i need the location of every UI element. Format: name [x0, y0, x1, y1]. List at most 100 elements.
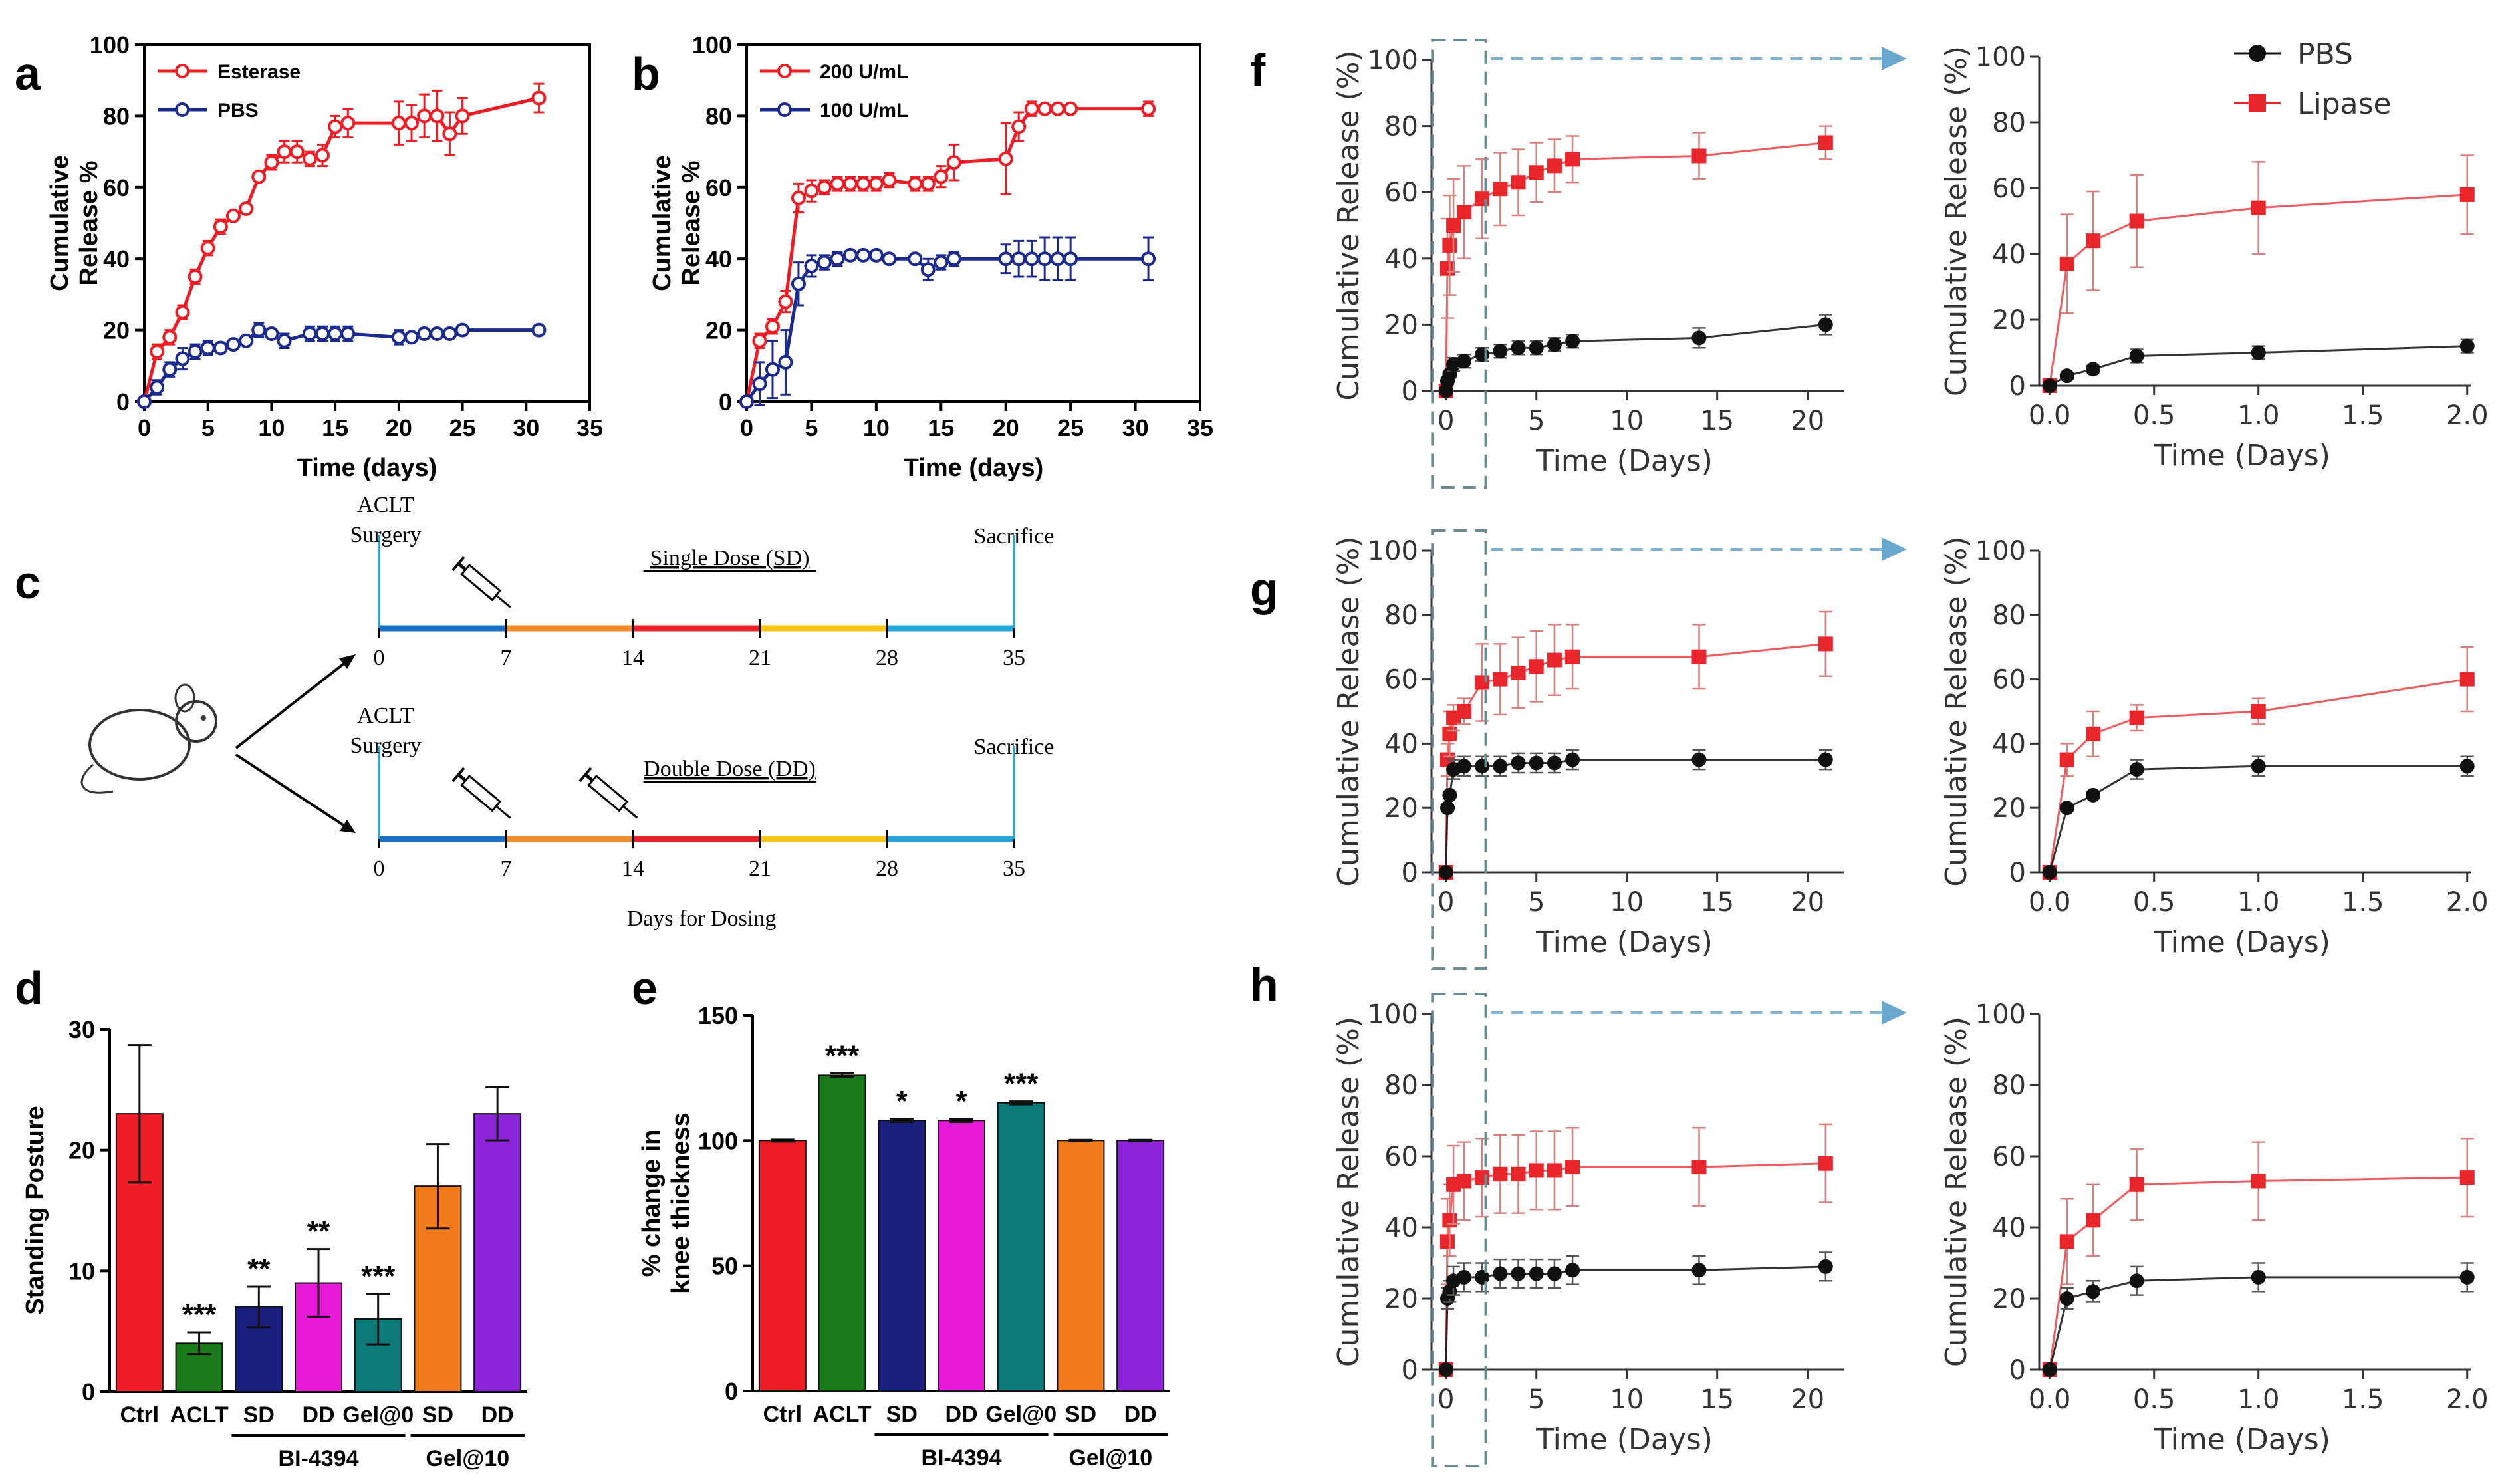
double-day-label: 35	[1003, 856, 1025, 881]
x-axis-label: Time (Days)	[1535, 1423, 1713, 1457]
x-tick-label: 1.0	[2237, 1384, 2280, 1415]
y-axis-label: Cumulative Release (%)	[1332, 50, 1366, 400]
data-point	[778, 294, 793, 309]
data-point	[340, 116, 356, 131]
legend-label: 200 U/mL	[820, 61, 908, 83]
y-axis-label: Cumulative Release (%)	[1939, 536, 1973, 886]
x-tick-label: 0	[1438, 406, 1454, 436]
data-point-square	[1493, 182, 1508, 197]
legend-label: 100 U/mL	[820, 100, 908, 122]
x-tick-label: 10	[1610, 1384, 1644, 1415]
data-point-square	[1818, 1156, 1833, 1171]
data-point	[442, 326, 457, 341]
single-day-label: 7	[501, 646, 512, 670]
data-point-circle	[1438, 1362, 1453, 1377]
data-point	[175, 351, 190, 366]
y-tick-label: 100	[1975, 999, 2026, 1030]
data-point-square	[1475, 191, 1490, 207]
data-point	[791, 276, 806, 291]
double-day-label: 28	[876, 856, 898, 881]
y-tick-label: 20	[68, 1137, 95, 1164]
x-tick-label: 0.5	[2133, 400, 2176, 431]
data-point-circle	[1493, 1266, 1508, 1281]
y-tick-label: 20	[1384, 310, 1418, 340]
chart-h-full: 0 5 10 15 20 0 20 40 60 80 100 Time (Days) Cumulativ…	[1332, 993, 1907, 1467]
data-point	[856, 247, 871, 263]
zoom-arrow-head	[1882, 1001, 1907, 1025]
series-line-PBS	[1445, 1265, 1826, 1370]
syringe-needle	[495, 594, 511, 608]
data-point-circle	[1547, 337, 1562, 352]
x-tick-label: 5	[201, 414, 215, 441]
data-point	[868, 247, 884, 263]
data-point-square	[2459, 672, 2475, 687]
x-tick-label: 20	[993, 414, 1019, 441]
x-tick-label: 2.0	[2446, 400, 2489, 431]
footer-label: Days for Dosing	[627, 906, 777, 931]
group-label: BI-4394	[922, 1445, 1002, 1471]
y-tick-label: 100	[1975, 42, 2026, 72]
data-point	[1063, 101, 1078, 116]
chart-a: 0 5 10 15 20 25 30 35 0 20 40 60 80 100 Time (days) Cum…	[46, 31, 603, 482]
y-tick-label: 20	[705, 317, 732, 344]
data-point-square	[2086, 1213, 2101, 1228]
data-point-square	[2059, 1234, 2074, 1249]
panel-label-h: h	[1250, 959, 1279, 1011]
syringe-needle	[495, 805, 511, 819]
data-point	[830, 251, 845, 267]
data-point-circle	[1511, 340, 1526, 356]
data-point-square	[1442, 726, 1457, 741]
data-point-square	[2129, 1177, 2144, 1192]
syringe-plunger	[457, 562, 467, 571]
data-point	[239, 201, 254, 217]
x-tick-label: 1.0	[2237, 400, 2280, 431]
data-point	[404, 330, 419, 345]
syringe-icon	[451, 767, 511, 819]
y-tick-label: 20	[1384, 793, 1418, 824]
x-tick-label: 0.0	[2029, 1384, 2071, 1415]
data-point-square	[1442, 237, 1457, 253]
legend-label: Esterase	[217, 61, 301, 83]
data-point	[264, 155, 279, 170]
y-tick-label: 100	[1368, 999, 1418, 1030]
end-label: Sacrifice	[974, 735, 1055, 759]
data-point-circle	[1438, 865, 1453, 880]
data-point	[1024, 251, 1039, 267]
panel-label-g: g	[1250, 563, 1279, 615]
data-point-square	[2459, 1170, 2475, 1185]
x-tick-label: SD	[422, 1402, 453, 1427]
data-point	[150, 344, 165, 359]
syringe-barrel	[460, 563, 502, 602]
data-point	[328, 119, 343, 134]
y-tick-label: 80	[1384, 1070, 1418, 1101]
data-point-circle	[1565, 752, 1580, 767]
data-point	[251, 322, 267, 338]
data-point-circle	[2059, 801, 2074, 816]
data-point-square	[1691, 1160, 1707, 1175]
y-tick-label: 0	[1402, 1355, 1418, 1386]
single-day-label: 0	[374, 646, 385, 670]
y-tick-label: 0	[719, 388, 732, 416]
data-point-square	[1493, 672, 1508, 687]
data-point	[200, 241, 215, 256]
data-point	[778, 354, 793, 370]
x-tick-label: 15	[1700, 887, 1734, 918]
data-point-circle	[2059, 1291, 2074, 1306]
data-point	[946, 155, 961, 170]
data-point	[946, 251, 961, 267]
significance-marker: **	[307, 1215, 330, 1248]
x-axis-label: Time (days)	[297, 454, 437, 482]
x-tick-label: 10	[258, 414, 285, 441]
data-point	[188, 269, 203, 285]
zoom-arrow-head	[1882, 47, 1907, 70]
series-line-Lipase	[1445, 1162, 1826, 1370]
arrow-head	[339, 654, 356, 669]
legend-marker	[2249, 94, 2266, 112]
data-point	[765, 319, 780, 334]
start-label: Surgery	[350, 733, 421, 758]
data-point-square	[1475, 1170, 1490, 1185]
data-point-circle	[2251, 759, 2266, 774]
start-label: ACLT	[357, 493, 414, 517]
y-tick-label: 20	[1992, 305, 2026, 336]
y-tick-label: 80	[1384, 112, 1418, 142]
